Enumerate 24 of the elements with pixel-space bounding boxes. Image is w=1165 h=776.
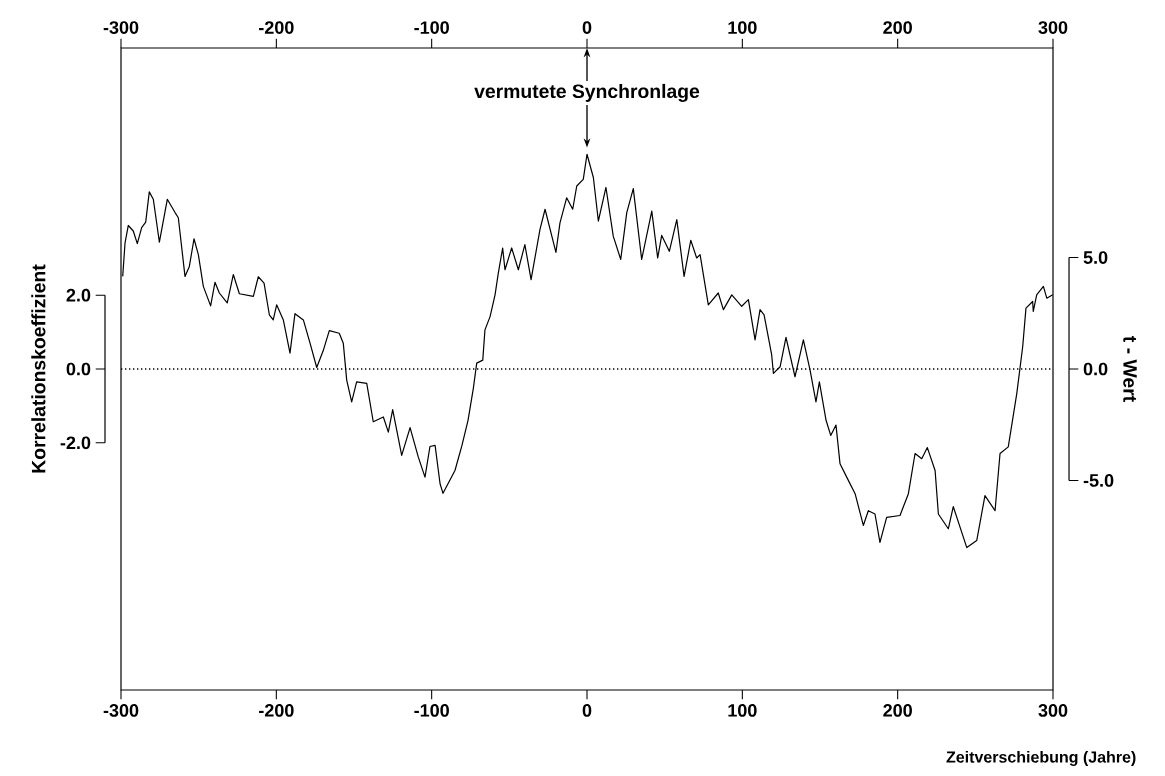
y-axis-title: Korrelationskoeffizient <box>31 264 46 473</box>
x-axis-title: Zeitverschiebung (Jahre) <box>946 750 1136 766</box>
x-tick-label: 200 <box>883 704 912 717</box>
x-tick-label: 100 <box>728 704 757 717</box>
x-tick-label: 0 <box>582 704 592 717</box>
y-tick-label: 2.0 <box>66 288 91 302</box>
x2-tick-label: -200 <box>259 21 294 34</box>
x-tick-label: 300 <box>1038 704 1068 717</box>
annotation: vermutete Synchronlage <box>474 83 700 102</box>
y2-tick-label: 0.0 <box>1083 362 1108 376</box>
x2-tick-label: 100 <box>728 21 757 34</box>
x2-tick-label: -300 <box>103 21 139 34</box>
x2-tick-label: 200 <box>883 21 912 34</box>
x-tick-label: -300 <box>103 704 139 717</box>
y-tick-label: -2.0 <box>60 436 91 450</box>
x2-tick-label: 300 <box>1038 21 1068 34</box>
x2-tick-label: -100 <box>414 21 449 34</box>
x-tick-label: -200 <box>259 704 294 717</box>
x2-tick-label: 0 <box>582 21 592 34</box>
x-tick-label: -100 <box>414 704 449 717</box>
y-tick-label: 0.0 <box>66 362 91 376</box>
y2-tick-label: -5.0 <box>1083 474 1114 487</box>
y2-tick-label: 5.0 <box>1083 251 1108 264</box>
y2-axis-title: t - Wert <box>1123 336 1137 402</box>
